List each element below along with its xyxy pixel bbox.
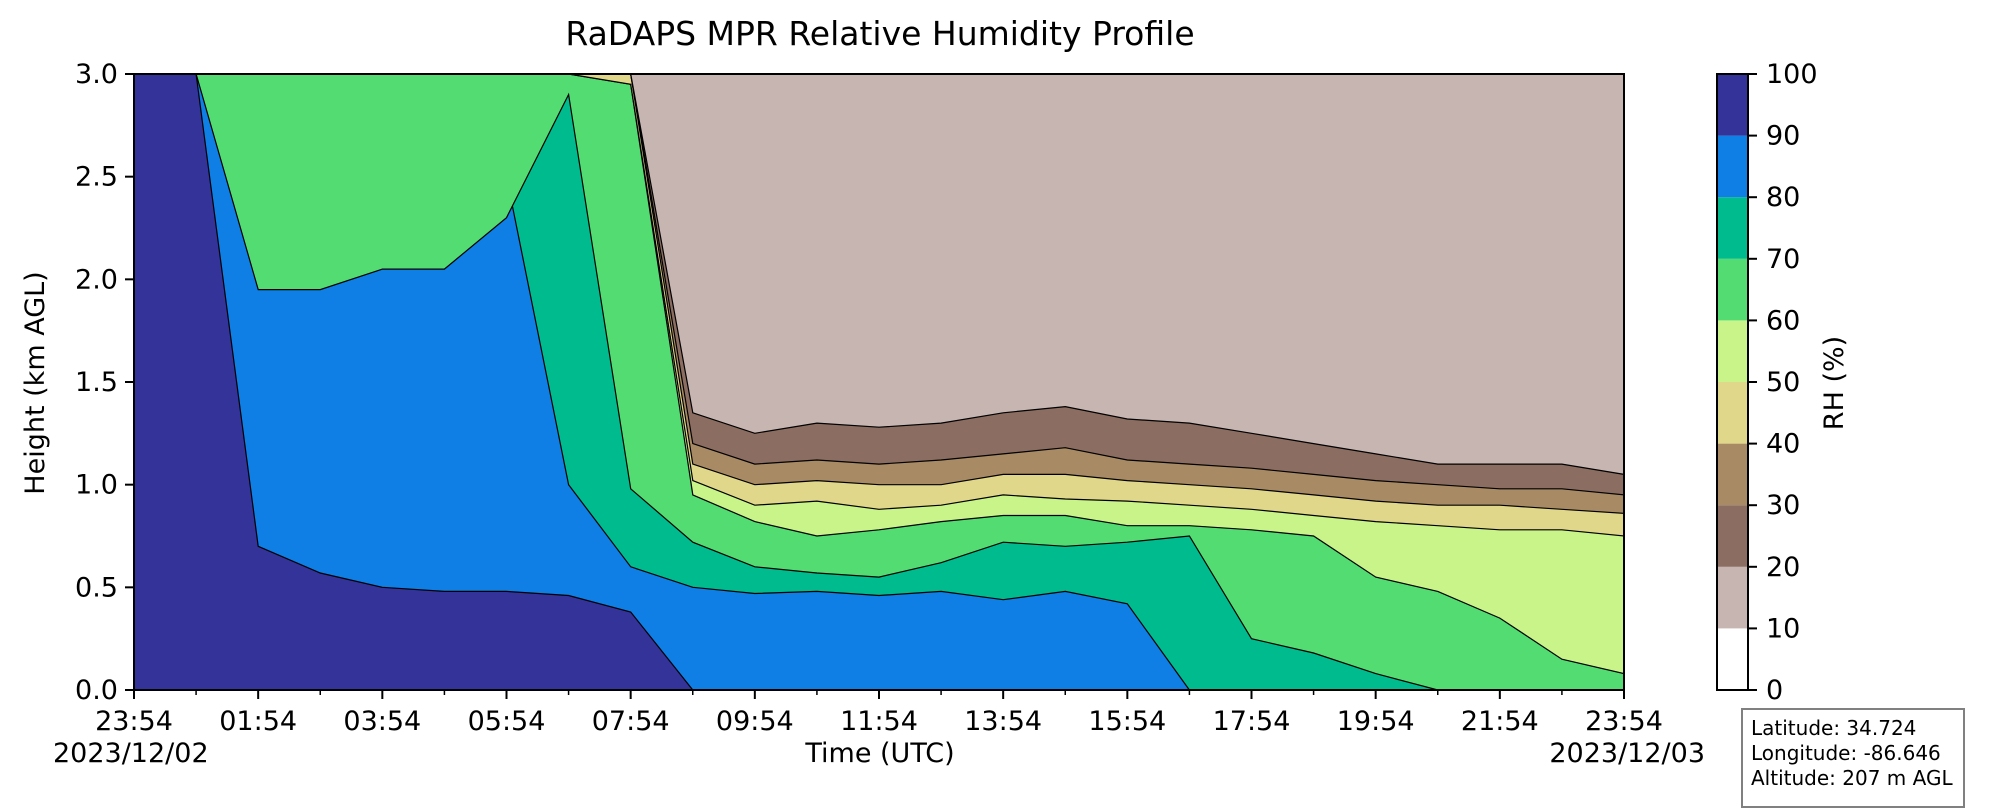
colorbar-segment	[1717, 258, 1748, 321]
y-axis-label: Height (km AGL)	[20, 271, 51, 494]
colorbar-tick-label: 100	[1766, 59, 1818, 90]
x-tick-label: 03:54	[343, 706, 421, 737]
x-tick-label: 07:54	[592, 706, 670, 737]
x-axis: 23:54 01:54 03:54 05:54 07:54 09:54 11:54 13:54…	[95, 690, 1663, 737]
y-tick-label: 3.0	[75, 59, 118, 90]
colorbar-label: RH (%)	[1819, 336, 1850, 430]
colorbar-tick-label: 10	[1766, 613, 1800, 644]
colorbar-segment	[1717, 382, 1748, 444]
x-tick-label: 05:54	[468, 706, 546, 737]
y-tick-label: 1.0	[75, 470, 118, 501]
colorbar-tick-label: 90	[1766, 121, 1800, 152]
colorbar-segment	[1717, 135, 1748, 198]
y-tick-label: 0.0	[75, 675, 118, 706]
colorbar-segment	[1717, 197, 1748, 259]
x-tick-label: 23:54	[95, 706, 173, 737]
colorbar-tick-label: 20	[1766, 552, 1800, 583]
altitude-text: Altitude: 207 m AGL	[1751, 766, 1953, 790]
x-tick-label: 19:54	[1337, 706, 1415, 737]
colorbar-tick-label: 50	[1766, 367, 1800, 398]
x-tick-label: 21:54	[1461, 706, 1539, 737]
start-date-label: 2023/12/02	[53, 738, 209, 769]
colorbar-tick-label: 40	[1766, 429, 1800, 460]
x-tick-label: 13:54	[964, 706, 1042, 737]
colorbar-segment	[1717, 628, 1748, 690]
colorbar-tick-label: 70	[1766, 244, 1800, 275]
x-tick-label: 09:54	[716, 706, 794, 737]
colorbar-segment	[1717, 74, 1748, 136]
colorbar-tick-label: 30	[1766, 490, 1800, 521]
colorbar-segment	[1717, 505, 1748, 567]
end-date-label: 2023/12/03	[1549, 738, 1705, 769]
x-tick-label: 11:54	[840, 706, 918, 737]
x-tick-label: 01:54	[219, 706, 297, 737]
x-axis-label: Time (UTC)	[804, 738, 954, 769]
y-axis: 0.0 0.5 1.0 1.5 2.0 2.5 3.0	[75, 59, 134, 706]
x-tick-label: 15:54	[1088, 706, 1166, 737]
longitude-text: Longitude: -86.646	[1751, 741, 1941, 765]
station-info-box: Latitude: 34.724 Longitude: -86.646 Alti…	[1741, 708, 1965, 808]
colorbar: 0 10 20 30 40 50 60 70 80 90 100	[1716, 59, 1818, 706]
latitude-text: Latitude: 34.724	[1751, 716, 1917, 740]
y-tick-label: 2.5	[75, 162, 118, 193]
chart-title: RaDAPS MPR Relative Humidity Profile	[565, 14, 1194, 53]
colorbar-tick-label: 80	[1766, 182, 1800, 213]
colorbar-segment	[1717, 566, 1748, 629]
y-tick-label: 0.5	[75, 572, 118, 603]
x-tick-label: 17:54	[1213, 706, 1291, 737]
colorbar-segment	[1717, 443, 1748, 506]
y-tick-label: 2.0	[75, 264, 118, 295]
y-tick-label: 1.5	[75, 367, 118, 398]
colorbar-segment	[1717, 320, 1748, 382]
x-tick-label: 23:54	[1585, 706, 1663, 737]
colorbar-tick-label: 60	[1766, 305, 1800, 336]
colorbar-tick-label: 0	[1766, 675, 1783, 706]
contour-plot-area	[133, 73, 1625, 691]
